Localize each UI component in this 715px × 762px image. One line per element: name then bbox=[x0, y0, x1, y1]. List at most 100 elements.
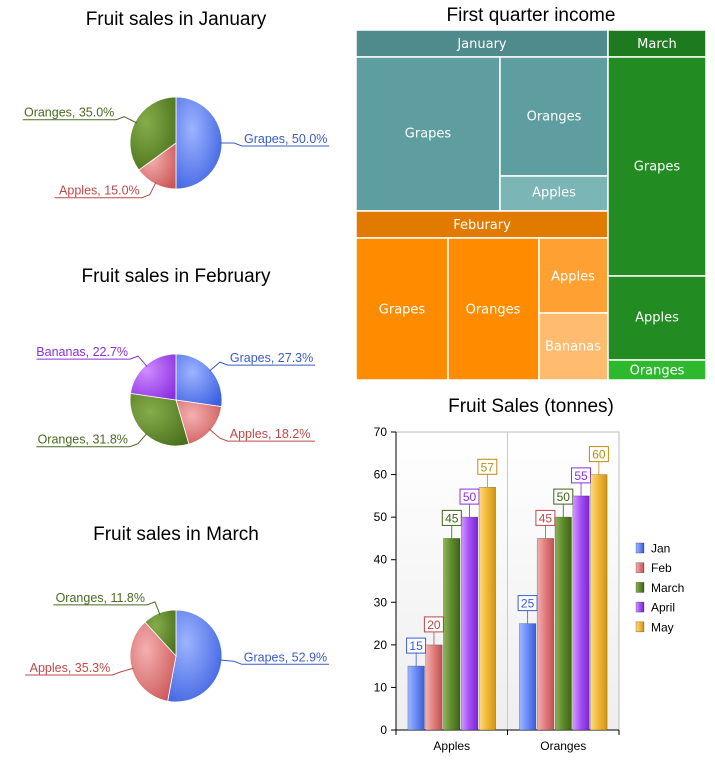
pie-label-jan-grapes: Grapes, 50.0% bbox=[244, 132, 327, 146]
data-label-apples-jan: 15 bbox=[409, 639, 423, 653]
pie-slice-feb-grapes bbox=[175, 353, 223, 408]
data-label-apples-april: 50 bbox=[463, 490, 477, 504]
treemap-label-january-grapes: Grapes bbox=[405, 127, 452, 142]
y-tick-label-70: 70 bbox=[374, 425, 388, 439]
bar-oranges-may bbox=[590, 474, 608, 731]
treemap-tile-march-grapes bbox=[607, 56, 707, 277]
pie-label-jan-oranges: Oranges, 35.0% bbox=[24, 106, 114, 120]
bar-apples-may bbox=[478, 486, 496, 731]
treemap-title: First quarter income bbox=[446, 5, 616, 26]
y-tick-label-20: 20 bbox=[374, 638, 388, 652]
data-label-apples-feb: 20 bbox=[427, 618, 441, 632]
legend-swatch-april bbox=[635, 601, 645, 613]
y-tick-label-10: 10 bbox=[374, 680, 388, 694]
pie-chart-feb: Grapes, 27.3% Apples, 18.2% Oranges, 31.8%… bbox=[36, 345, 316, 448]
data-label-oranges-jan: 25 bbox=[521, 597, 535, 611]
treemap-header-label-feburary: Feburary bbox=[453, 218, 511, 233]
data-label-box-oranges-may bbox=[588, 446, 609, 463]
bar-apples-jan bbox=[407, 665, 425, 731]
treemap-label-feburary-bananas: Bananas bbox=[545, 340, 601, 355]
pie-label-mar-grapes: Grapes, 52.9% bbox=[244, 650, 327, 664]
treemap-tile-march-apples bbox=[607, 275, 707, 361]
pie-chart-jan: Grapes, 50.0% Apples, 15.0% Oranges, 35.0% bbox=[22, 96, 330, 199]
bar-apples-feb bbox=[425, 644, 443, 731]
pie-leader-feb-apples bbox=[208, 428, 315, 442]
treemap-tile-feburary-apples bbox=[538, 237, 609, 314]
data-label-box-apples-may bbox=[477, 458, 498, 475]
y-tick-label-0: 0 bbox=[380, 723, 387, 737]
data-label-oranges-march: 50 bbox=[557, 490, 571, 504]
data-label-box-oranges-jan bbox=[517, 595, 538, 612]
pie-slice-jan-grapes bbox=[175, 96, 223, 190]
treemap-tile-january-oranges bbox=[499, 56, 609, 177]
treemap-tile-feburary-grapes bbox=[355, 237, 449, 381]
treemap-header-label-january: January bbox=[456, 37, 507, 52]
data-label-box-oranges-feb bbox=[535, 509, 556, 526]
treemap-label-january-apples: Apples bbox=[532, 186, 576, 201]
legend-swatch-feb bbox=[635, 562, 645, 574]
legend-swatch-may bbox=[635, 621, 645, 633]
data-label-apples-march: 45 bbox=[445, 511, 459, 525]
y-tick-label-40: 40 bbox=[374, 553, 388, 567]
treemap-label-march-apples: Apples bbox=[635, 311, 679, 326]
legend-swatch-march bbox=[635, 582, 645, 593]
legend-label-jan: Jan bbox=[651, 542, 670, 556]
pie-leader-feb-bananas bbox=[36, 355, 148, 368]
data-label-box-oranges-april bbox=[571, 467, 591, 484]
legend-swatch-jan bbox=[635, 542, 645, 554]
data-label-oranges-april: 55 bbox=[574, 469, 588, 483]
treemap-header-label-march: March bbox=[637, 37, 677, 52]
bar-apples-april bbox=[460, 516, 479, 731]
pie-leader-jan-apples bbox=[54, 181, 157, 199]
data-label-oranges-feb: 45 bbox=[539, 511, 553, 525]
data-label-apples-may: 57 bbox=[481, 460, 495, 474]
bar-oranges-jan bbox=[519, 623, 537, 731]
treemap-label-feburary-apples: Apples bbox=[551, 270, 595, 285]
pie-label-mar-apples: Apples, 35.3% bbox=[30, 661, 111, 675]
data-label-oranges-may: 60 bbox=[592, 448, 606, 462]
legend-label-may: May bbox=[651, 620, 674, 634]
pie-label-mar-oranges: Oranges, 11.8% bbox=[56, 591, 145, 605]
bar-oranges-march bbox=[554, 516, 572, 731]
pie-leader-mar-grapes bbox=[219, 659, 329, 665]
bar-chart-title: Fruit Sales (tonnes) bbox=[448, 396, 614, 417]
legend-label-april: April bbox=[651, 601, 675, 615]
pie-jan-title: Fruit sales in January bbox=[85, 9, 267, 30]
legend-label-march: March bbox=[651, 581, 684, 595]
bar-oranges-april bbox=[572, 495, 590, 731]
bar-apples-march bbox=[443, 538, 461, 731]
treemap-label-march-oranges: Oranges bbox=[630, 364, 685, 379]
pie-label-feb-apples: Apples, 18.2% bbox=[230, 427, 311, 441]
x-tick-label-oranges: Oranges bbox=[540, 739, 586, 753]
treemap-tile-feburary-bananas bbox=[538, 312, 609, 381]
pie-leader-jan-oranges bbox=[22, 116, 138, 124]
treemap-label-feburary-grapes: Grapes bbox=[379, 303, 426, 318]
treemap-header-march bbox=[607, 29, 707, 58]
pie-label-feb-oranges: Oranges, 31.8% bbox=[38, 433, 128, 447]
pie-slice-feb-bananas bbox=[130, 353, 177, 401]
treemap-tile-january-apples bbox=[499, 175, 609, 212]
pie-leader-mar-oranges bbox=[53, 601, 161, 616]
data-label-box-apples-feb bbox=[423, 616, 444, 633]
pie-mar-title: Fruit sales in March bbox=[93, 524, 259, 545]
y-tick-label-50: 50 bbox=[374, 510, 388, 524]
bar-oranges-feb bbox=[536, 538, 555, 731]
treemap-label-feburary-oranges: Oranges bbox=[466, 303, 521, 318]
treemap-tile-january-grapes bbox=[355, 56, 501, 212]
pie-leader-mar-apples bbox=[25, 667, 134, 676]
bar-chart: 0 10 20 30 40 50 60 70 Apples Oranges 15 20 45 50 57 25… bbox=[374, 425, 685, 753]
treemap-label-january-oranges: Oranges bbox=[527, 110, 582, 125]
pie-feb-title: Fruit sales in February bbox=[81, 266, 271, 287]
y-tick-label-30: 30 bbox=[374, 595, 388, 609]
pie-label-feb-grapes: Grapes, 27.3% bbox=[230, 351, 313, 365]
data-label-box-apples-jan bbox=[406, 637, 427, 654]
data-label-box-apples-april bbox=[459, 488, 480, 505]
y-tick-label-60: 60 bbox=[374, 468, 388, 482]
treemap: January Grapes Oranges Apples Feburary Grapes… bbox=[355, 29, 707, 381]
pie-leader-feb-oranges bbox=[36, 432, 148, 448]
pie-chart-mar: Grapes, 52.9% Apples, 35.3% Oranges, 11.8% bbox=[25, 591, 329, 703]
pie-leader-feb-grapes bbox=[208, 361, 316, 372]
x-tick-label-apples: Apples bbox=[433, 739, 470, 753]
pie-label-jan-apples: Apples, 15.0% bbox=[59, 184, 140, 198]
